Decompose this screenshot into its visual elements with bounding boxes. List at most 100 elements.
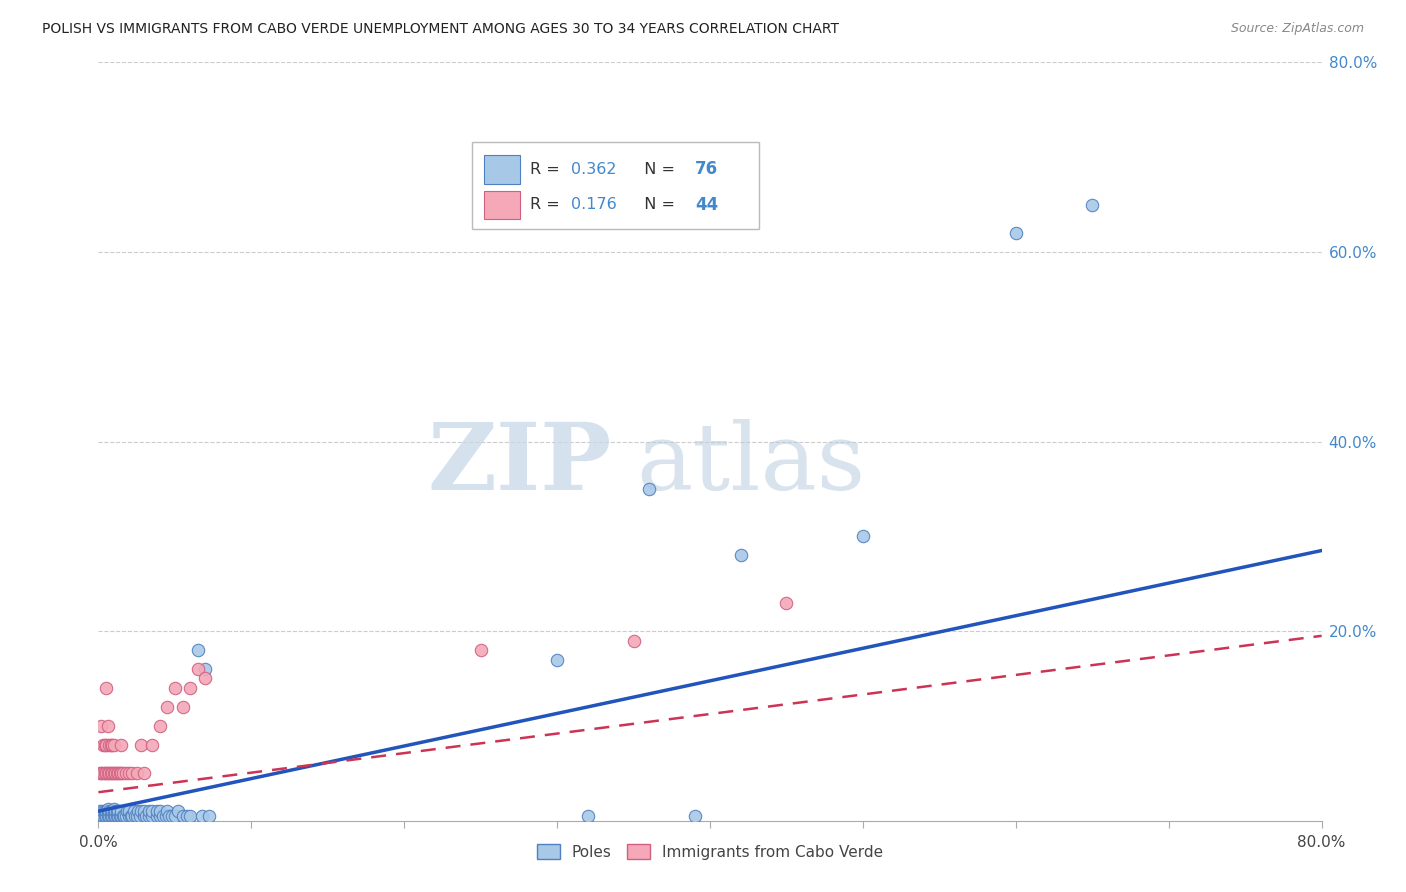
Text: atlas: atlas (637, 419, 866, 509)
Point (120, 809, 142, 823)
Point (145, 804, 167, 818)
Point (172, 699, 194, 714)
Point (110, 766, 132, 780)
Point (138, 809, 160, 823)
Point (122, 804, 145, 818)
Point (90, 809, 112, 823)
Point (121, 766, 143, 780)
Point (98, 809, 121, 823)
Point (111, 766, 134, 780)
Point (176, 809, 198, 823)
Point (127, 804, 149, 818)
Point (623, 633, 645, 648)
Point (149, 809, 172, 823)
Point (94, 804, 117, 818)
Point (118, 809, 141, 823)
Point (156, 804, 179, 818)
Point (134, 766, 156, 780)
Point (163, 809, 186, 823)
Point (156, 699, 179, 714)
Point (90, 719, 112, 733)
Point (470, 643, 492, 657)
Point (94, 681, 117, 695)
Point (105, 809, 128, 823)
Point (100, 738, 122, 752)
Point (101, 738, 124, 752)
Point (683, 809, 706, 823)
Point (94, 809, 117, 823)
Point (145, 809, 167, 823)
Point (730, 548, 752, 563)
Point (160, 809, 183, 823)
Point (97, 806, 120, 821)
Point (187, 643, 209, 657)
Point (141, 738, 163, 752)
Point (157, 809, 180, 823)
Point (93, 804, 115, 818)
Point (94, 766, 117, 780)
Point (124, 809, 146, 823)
Point (121, 809, 143, 823)
Text: N =: N = (634, 161, 681, 177)
Point (107, 809, 129, 823)
Point (125, 766, 148, 780)
Text: 44: 44 (696, 196, 718, 214)
Point (179, 809, 201, 823)
Point (115, 809, 138, 823)
Point (105, 766, 128, 780)
Point (91, 766, 114, 780)
Point (97, 766, 120, 780)
Point (134, 804, 156, 818)
Point (97, 802, 120, 816)
Point (1004, 226, 1026, 240)
Point (103, 738, 125, 752)
Point (191, 809, 214, 823)
Point (197, 809, 219, 823)
Point (100, 809, 122, 823)
Point (110, 804, 132, 818)
Text: Source: ZipAtlas.com: Source: ZipAtlas.com (1230, 22, 1364, 36)
Bar (484, 191, 520, 219)
Point (172, 809, 194, 823)
Point (115, 766, 138, 780)
Point (89, 766, 111, 780)
Point (104, 766, 127, 780)
Text: 0.176: 0.176 (571, 197, 616, 212)
Point (163, 681, 186, 695)
Point (576, 809, 599, 823)
Point (194, 672, 217, 686)
Point (110, 738, 132, 752)
Point (152, 809, 174, 823)
Point (117, 804, 139, 818)
Point (125, 809, 148, 823)
Point (93, 766, 115, 780)
Point (90, 766, 112, 780)
Point (112, 809, 135, 823)
Point (103, 802, 125, 816)
Text: N =: N = (634, 197, 681, 212)
Text: 76: 76 (696, 161, 718, 178)
Point (97, 719, 120, 733)
Point (89, 804, 111, 818)
Bar (484, 155, 520, 184)
Point (118, 804, 141, 818)
Point (93, 738, 115, 752)
Point (546, 652, 568, 666)
Text: ZIP: ZIP (427, 419, 612, 509)
Text: R =: R = (530, 161, 565, 177)
Point (91, 738, 114, 752)
Point (134, 809, 156, 823)
Point (179, 681, 201, 695)
Text: 0.362: 0.362 (571, 161, 616, 177)
Point (194, 662, 217, 676)
Point (98, 804, 121, 818)
Point (129, 804, 152, 818)
Point (187, 662, 209, 676)
Legend: Poles, Immigrants from Cabo Verde: Poles, Immigrants from Cabo Verde (530, 838, 890, 866)
Point (104, 809, 127, 823)
Point (94, 738, 117, 752)
Text: POLISH VS IMMIGRANTS FROM CABO VERDE UNEMPLOYMENT AMONG AGES 30 TO 34 YEARS CORR: POLISH VS IMMIGRANTS FROM CABO VERDE UNE… (42, 22, 839, 37)
Point (149, 804, 172, 818)
Point (100, 766, 122, 780)
Point (91, 809, 114, 823)
